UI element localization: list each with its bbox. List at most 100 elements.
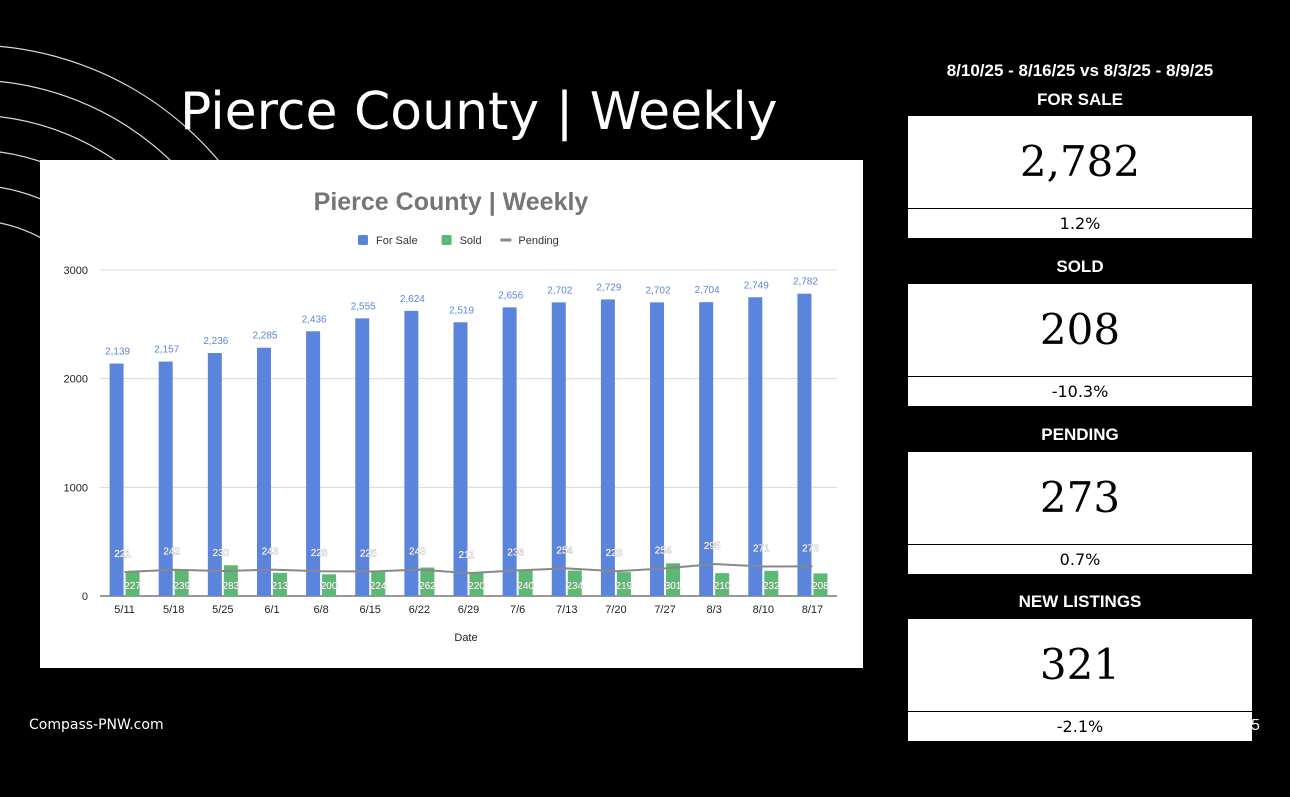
data-label-sold: 239 bbox=[173, 581, 190, 592]
x-tick-label: 6/8 bbox=[313, 604, 328, 616]
metric-value-sold: 208 bbox=[908, 284, 1252, 377]
bar-sold bbox=[125, 571, 140, 596]
x-tick-label: 5/25 bbox=[212, 604, 233, 616]
bar-for-sale bbox=[404, 310, 419, 596]
metric-label-for-sale: FOR SALE bbox=[1037, 90, 1123, 109]
data-label-pending: 254 bbox=[556, 545, 573, 556]
metric-card-sold: 208 -10.3% bbox=[908, 284, 1252, 406]
metric-value-new-listings: 321 bbox=[908, 619, 1252, 712]
x-tick-label: 8/10 bbox=[753, 604, 774, 616]
data-label-pending: 225 bbox=[360, 549, 377, 560]
bar-sold bbox=[764, 570, 779, 596]
bar-for-sale bbox=[109, 363, 124, 596]
bar-for-sale bbox=[207, 353, 222, 596]
bar-for-sale bbox=[551, 302, 566, 596]
legend-label: For Sale bbox=[376, 235, 418, 247]
metric-change-pending: 0.7% bbox=[1059, 550, 1101, 569]
data-label-sold: 240 bbox=[517, 581, 534, 592]
y-tick-label: 3000 bbox=[64, 265, 88, 277]
line-pending bbox=[124, 562, 813, 575]
metric-card-for-sale: 2,782 1.2% bbox=[908, 116, 1252, 238]
chart-gridlines: 0 1000 2000 3000 bbox=[64, 265, 837, 603]
y-tick-label: 1000 bbox=[64, 482, 88, 494]
x-tick-label: 8/3 bbox=[707, 604, 722, 616]
data-label-for-sale: 2,436 bbox=[302, 314, 327, 325]
x-tick-label: 7/6 bbox=[510, 604, 525, 616]
data-label-sold: 224 bbox=[370, 581, 387, 592]
data-label-pending: 242 bbox=[163, 547, 180, 558]
data-label-sold: 219 bbox=[616, 581, 633, 592]
bar-for-sale bbox=[355, 318, 370, 596]
chart-plot-area: 5/11 5/18 5/25 6/1 6/8 6/15 6/22 6/29 7/6 7/13 7/2… bbox=[105, 277, 829, 616]
data-label-pending: 295 bbox=[704, 541, 721, 552]
bar-for-sale bbox=[797, 293, 812, 596]
bar-for-sale bbox=[158, 361, 173, 596]
data-label-pending: 221 bbox=[114, 549, 131, 560]
bar-sold bbox=[272, 572, 287, 596]
data-label-pending: 271 bbox=[753, 544, 770, 555]
data-label-for-sale: 2,782 bbox=[793, 277, 818, 288]
data-label-for-sale: 2,656 bbox=[498, 290, 523, 301]
bar-sold bbox=[420, 567, 435, 596]
data-label-pending: 236 bbox=[507, 547, 524, 558]
metric-card-pending: 273 0.7% bbox=[908, 452, 1252, 574]
data-label-pending: 273 bbox=[802, 543, 819, 554]
bar-for-sale bbox=[748, 297, 763, 596]
data-label-sold: 234 bbox=[566, 581, 583, 592]
bar-for-sale bbox=[306, 331, 321, 596]
y-tick-label: 2000 bbox=[64, 374, 88, 386]
data-label-sold: 200 bbox=[321, 581, 338, 592]
bar-sold bbox=[469, 572, 484, 596]
x-tick-label: 8/17 bbox=[802, 604, 823, 616]
x-tick-label: 6/22 bbox=[409, 604, 430, 616]
x-tick-label: 6/1 bbox=[264, 604, 279, 616]
x-tick-label: 5/11 bbox=[114, 604, 135, 616]
bar-sold bbox=[616, 572, 631, 596]
legend-label: Sold bbox=[460, 235, 482, 247]
data-label-pending: 211 bbox=[459, 550, 475, 561]
data-label-sold: 227 bbox=[124, 581, 141, 592]
bar-sold bbox=[813, 573, 828, 596]
data-label-sold: 232 bbox=[763, 581, 780, 592]
legend-label: Pending bbox=[518, 235, 558, 247]
x-tick-label: 5/18 bbox=[163, 604, 184, 616]
bar-chart: Pierce County | Weekly Date For Sale Sold… bbox=[64, 188, 837, 644]
data-label-for-sale: 2,702 bbox=[547, 285, 572, 296]
data-label-for-sale: 2,285 bbox=[252, 331, 277, 342]
data-label-sold: 262 bbox=[419, 581, 436, 592]
x-tick-label: 7/27 bbox=[654, 604, 675, 616]
metric-label-pending: PENDING bbox=[1041, 425, 1119, 444]
date-range-header: 8/10/25 - 8/16/25 vs 8/3/25 - 8/9/25 bbox=[946, 61, 1214, 80]
y-tick-label: 0 bbox=[82, 591, 88, 603]
metric-label-sold: SOLD bbox=[1056, 257, 1104, 276]
bar-sold bbox=[322, 574, 337, 596]
metric-change-sold: -10.3% bbox=[1051, 382, 1109, 401]
data-label-for-sale: 2,236 bbox=[203, 336, 228, 347]
data-label-for-sale: 2,139 bbox=[105, 347, 130, 358]
data-label-sold: 301 bbox=[665, 581, 682, 592]
data-label-for-sale: 2,702 bbox=[646, 285, 671, 296]
x-axis-title: Date bbox=[454, 632, 477, 644]
data-label-for-sale: 2,749 bbox=[744, 280, 769, 291]
chart-panel: Pierce County | Weekly Date For Sale Sold… bbox=[40, 160, 863, 668]
data-label-sold: 208 bbox=[812, 581, 829, 592]
data-label-sold: 210 bbox=[714, 581, 731, 592]
data-label-pending: 243 bbox=[409, 547, 426, 558]
data-label-pending: 254 bbox=[655, 545, 672, 556]
x-tick-label: 7/13 bbox=[556, 604, 577, 616]
metric-change-new-listings: -2.1% bbox=[1056, 717, 1104, 736]
x-tick-label: 6/15 bbox=[360, 604, 381, 616]
data-label-sold: 213 bbox=[272, 581, 289, 592]
data-label-pending: 243 bbox=[262, 547, 279, 558]
chart-legend: For Sale Sold Pending bbox=[358, 235, 559, 247]
metric-label-new-listings: NEW LISTINGS bbox=[1018, 592, 1142, 611]
data-label-for-sale: 2,704 bbox=[695, 285, 720, 296]
metric-card-new-listings: 321 -2.1% bbox=[908, 619, 1252, 741]
bar-sold bbox=[518, 569, 533, 596]
legend-swatch bbox=[358, 235, 368, 245]
bar-for-sale bbox=[699, 302, 714, 596]
data-label-for-sale: 2,624 bbox=[400, 294, 425, 305]
footer-website: Compass-PNW.com bbox=[29, 717, 164, 733]
bar-sold bbox=[223, 565, 238, 596]
legend-swatch bbox=[441, 235, 452, 245]
